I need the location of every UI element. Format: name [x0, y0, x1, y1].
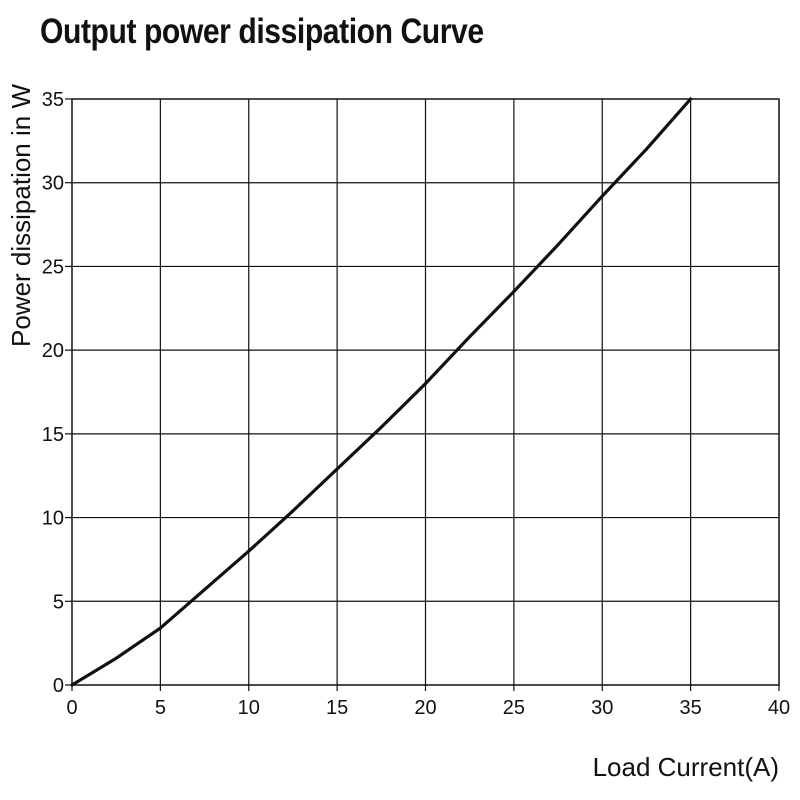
data-point [335, 467, 339, 471]
x-tick-label: 5 [155, 697, 166, 719]
series-line [70, 97, 693, 687]
x-tick-label: 25 [503, 697, 525, 719]
data-point [158, 626, 162, 630]
data-point [512, 290, 516, 294]
x-tick-label: 15 [326, 697, 348, 719]
data-point [114, 656, 118, 660]
y-axis-ticks: 0 5 10 15 20 25 30 35 [42, 89, 72, 697]
y-tick-label: 15 [42, 424, 64, 446]
y-axis-label: Power dissipation in W [6, 84, 36, 347]
series-layer [70, 97, 693, 687]
x-tick-label: 40 [768, 697, 790, 719]
x-tick-label: 30 [591, 697, 613, 719]
y-tick-label: 20 [42, 340, 64, 362]
data-point [644, 147, 648, 151]
x-tick-label: 35 [680, 697, 702, 719]
y-tick-label: 25 [42, 256, 64, 278]
data-point [556, 243, 560, 247]
x-axis-label: Load Current(A) [593, 752, 779, 782]
y-tick-label: 5 [53, 591, 64, 613]
x-axis-ticks: 0 5 10 15 20 25 30 35 40 [66, 685, 790, 719]
data-point [689, 97, 693, 101]
data-point [468, 335, 472, 339]
data-point [203, 588, 207, 592]
data-point [291, 509, 295, 513]
grid [72, 99, 779, 685]
chart-title: Output power dissipation Curve [40, 12, 484, 51]
data-point [379, 425, 383, 429]
x-tick-label: 20 [414, 697, 436, 719]
data-point [600, 194, 604, 198]
data-point [247, 549, 251, 553]
y-tick-label: 30 [42, 173, 64, 195]
data-point [424, 382, 427, 386]
y-tick-label: 10 [42, 508, 64, 530]
y-tick-label: 0 [53, 675, 64, 697]
x-tick-label: 0 [66, 697, 77, 719]
y-tick-label: 35 [42, 89, 64, 111]
x-tick-label: 10 [238, 697, 260, 719]
